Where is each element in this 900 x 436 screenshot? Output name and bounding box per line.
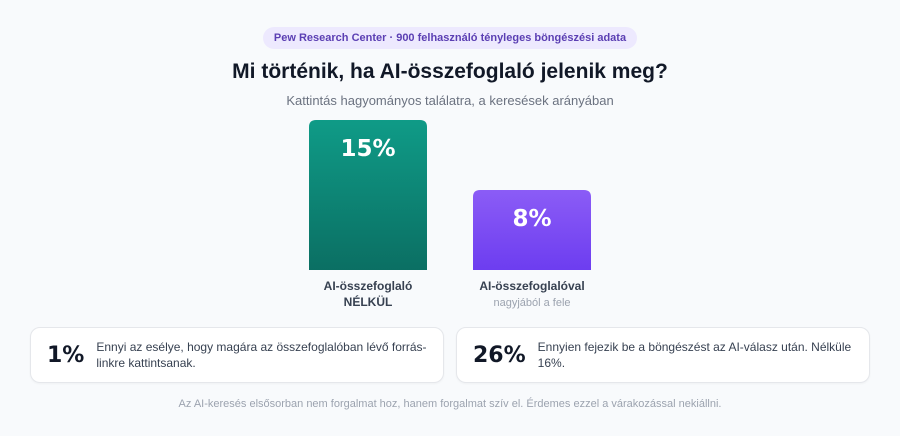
card-stat-value: 26% [473,342,526,368]
footer-note: Az AI-keresés elsősorban nem forgalmat h… [178,398,722,410]
source-badge: Pew Research Center · 900 felhasználó té… [263,27,637,49]
chart-subtitle: Kattintás hagyományos találatra, a keres… [286,93,614,108]
chart-title: Mi történik, ha AI-összefoglaló jelenik … [232,60,668,83]
category-label: NÉLKÜL [344,294,393,309]
card-stat-value: 1% [47,342,85,368]
bar-value-label: 15% [340,136,395,162]
stat-card-session-end: 26% Ennyien fejezik be a böngészést az A… [456,327,870,383]
stat-card-source-click: 1% Ennyi az esélye, hogy magára az össze… [30,327,444,383]
bar [473,190,591,270]
category-label: AI-összefoglalóval [479,279,584,293]
bar-value-label: 8% [512,206,551,232]
category-label: AI-összefoglaló [324,279,413,293]
card-description: Ennyien fejezik be a böngészést az AI-vá… [537,340,852,370]
category-sublabel: nagyjából a fele [493,297,570,309]
card-description: Ennyi az esélye, hogy magára az összefog… [96,340,427,370]
bar [309,120,427,270]
